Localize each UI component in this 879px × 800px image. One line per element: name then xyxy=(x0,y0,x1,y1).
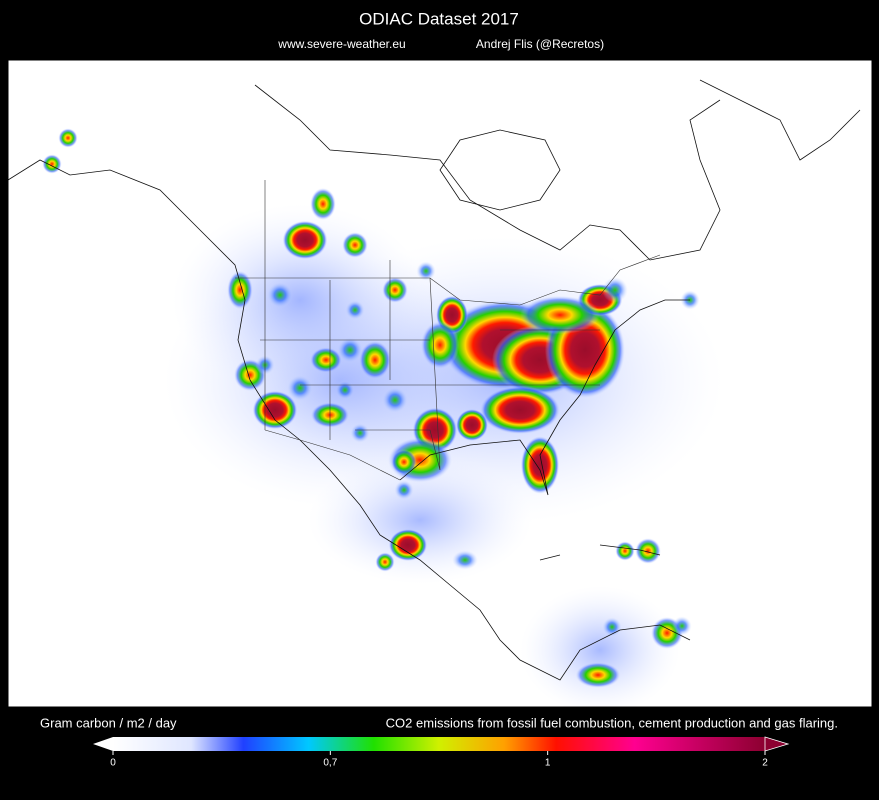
colorbar xyxy=(113,737,765,751)
emission-hotspot xyxy=(342,232,368,258)
emission-hotspot xyxy=(310,347,342,373)
emission-hotspot xyxy=(337,337,363,363)
emission-hotspot xyxy=(335,380,355,400)
emission-hotspot xyxy=(420,321,460,369)
emission-hotspot xyxy=(345,300,365,320)
emission-hotspot xyxy=(520,436,560,494)
emission-hotspot xyxy=(287,375,313,401)
emission-hotspot xyxy=(480,386,560,434)
title: ODIAC Dataset 2017 xyxy=(359,9,519,28)
author: Andrej Flis (@Recretos) xyxy=(476,37,604,51)
emission-hotspot xyxy=(282,220,328,260)
emission-hotspot xyxy=(42,154,62,174)
emission-hotspot xyxy=(456,409,488,441)
emission-hotspot xyxy=(359,340,391,380)
coastline xyxy=(8,79,861,681)
emission-hotspot xyxy=(350,423,370,443)
emission-hotspot xyxy=(615,541,635,561)
colorbar-max-arrow xyxy=(764,736,790,752)
emission-hotspot xyxy=(635,538,661,564)
emission-hotspot xyxy=(452,550,478,570)
emission-hotspot xyxy=(375,552,395,572)
emission-field xyxy=(42,128,724,707)
emission-hotspot xyxy=(267,282,293,308)
emission-hotspot xyxy=(520,295,600,335)
emission-hotspot xyxy=(602,277,628,303)
emission-hotspot xyxy=(416,261,436,281)
emission-hotspot xyxy=(310,188,336,220)
emission-hotspot xyxy=(58,128,78,148)
emission-hotspot xyxy=(382,387,408,413)
emission-hotspot xyxy=(227,270,253,310)
emission-hotspot xyxy=(391,449,417,475)
website: www.severe-weather.eu xyxy=(277,37,405,51)
map-frame xyxy=(7,59,873,708)
colorbar-tick-label: 1 xyxy=(545,758,551,769)
hudson-bay xyxy=(439,129,561,211)
colorbar-tick-label: 0 xyxy=(110,758,116,769)
emission-hotspot xyxy=(672,616,692,636)
borders xyxy=(235,180,661,481)
colorbar-min-arrow xyxy=(93,737,113,751)
colorbar-tick-label: 2 xyxy=(762,758,768,769)
colorbar-tick-label: 0,7 xyxy=(323,758,337,769)
colorbar-description: CO2 emissions from fossil fuel combustio… xyxy=(386,715,838,730)
emission-hotspot xyxy=(520,586,680,707)
colorbar-ticks: 0 0,7 1 2 xyxy=(110,751,768,769)
colorbar-label: Gram carbon / m2 / day xyxy=(40,715,177,730)
emission-hotspot xyxy=(394,480,414,500)
emission-hotspot xyxy=(388,529,428,561)
emission-hotspot xyxy=(308,456,532,584)
emission-hotspot xyxy=(252,390,298,430)
emission-hotspot xyxy=(575,662,621,688)
map-area xyxy=(8,60,872,707)
emission-hotspot xyxy=(382,277,408,303)
